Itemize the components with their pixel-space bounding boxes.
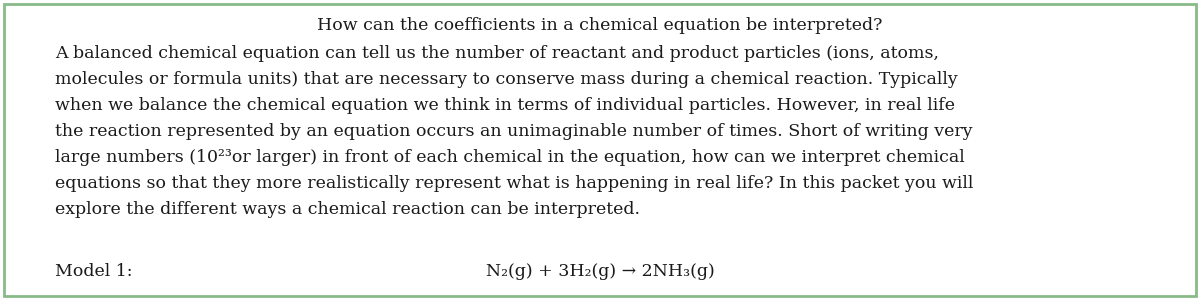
Text: equations so that they more realistically represent what is happening in real li: equations so that they more realisticall… — [55, 175, 973, 192]
Text: explore the different ways a chemical reaction can be interpreted.: explore the different ways a chemical re… — [55, 201, 640, 218]
Text: A balanced chemical equation can tell us the number of reactant and product part: A balanced chemical equation can tell us… — [55, 45, 940, 62]
Text: when we balance the chemical equation we think in terms of individual particles.: when we balance the chemical equation we… — [55, 97, 955, 114]
Text: molecules or formula units) that are necessary to conserve mass during a chemica: molecules or formula units) that are nec… — [55, 71, 958, 88]
Text: the reaction represented by an equation occurs an unimaginable number of times. : the reaction represented by an equation … — [55, 123, 973, 140]
Text: N₂(g) + 3H₂(g) → 2NH₃(g): N₂(g) + 3H₂(g) → 2NH₃(g) — [486, 263, 714, 280]
Text: How can the coefficients in a chemical equation be interpreted?: How can the coefficients in a chemical e… — [317, 17, 883, 34]
Text: large numbers (10²³or larger) in front of each chemical in the equation, how can: large numbers (10²³or larger) in front o… — [55, 149, 965, 166]
Text: Model 1:: Model 1: — [55, 263, 132, 280]
